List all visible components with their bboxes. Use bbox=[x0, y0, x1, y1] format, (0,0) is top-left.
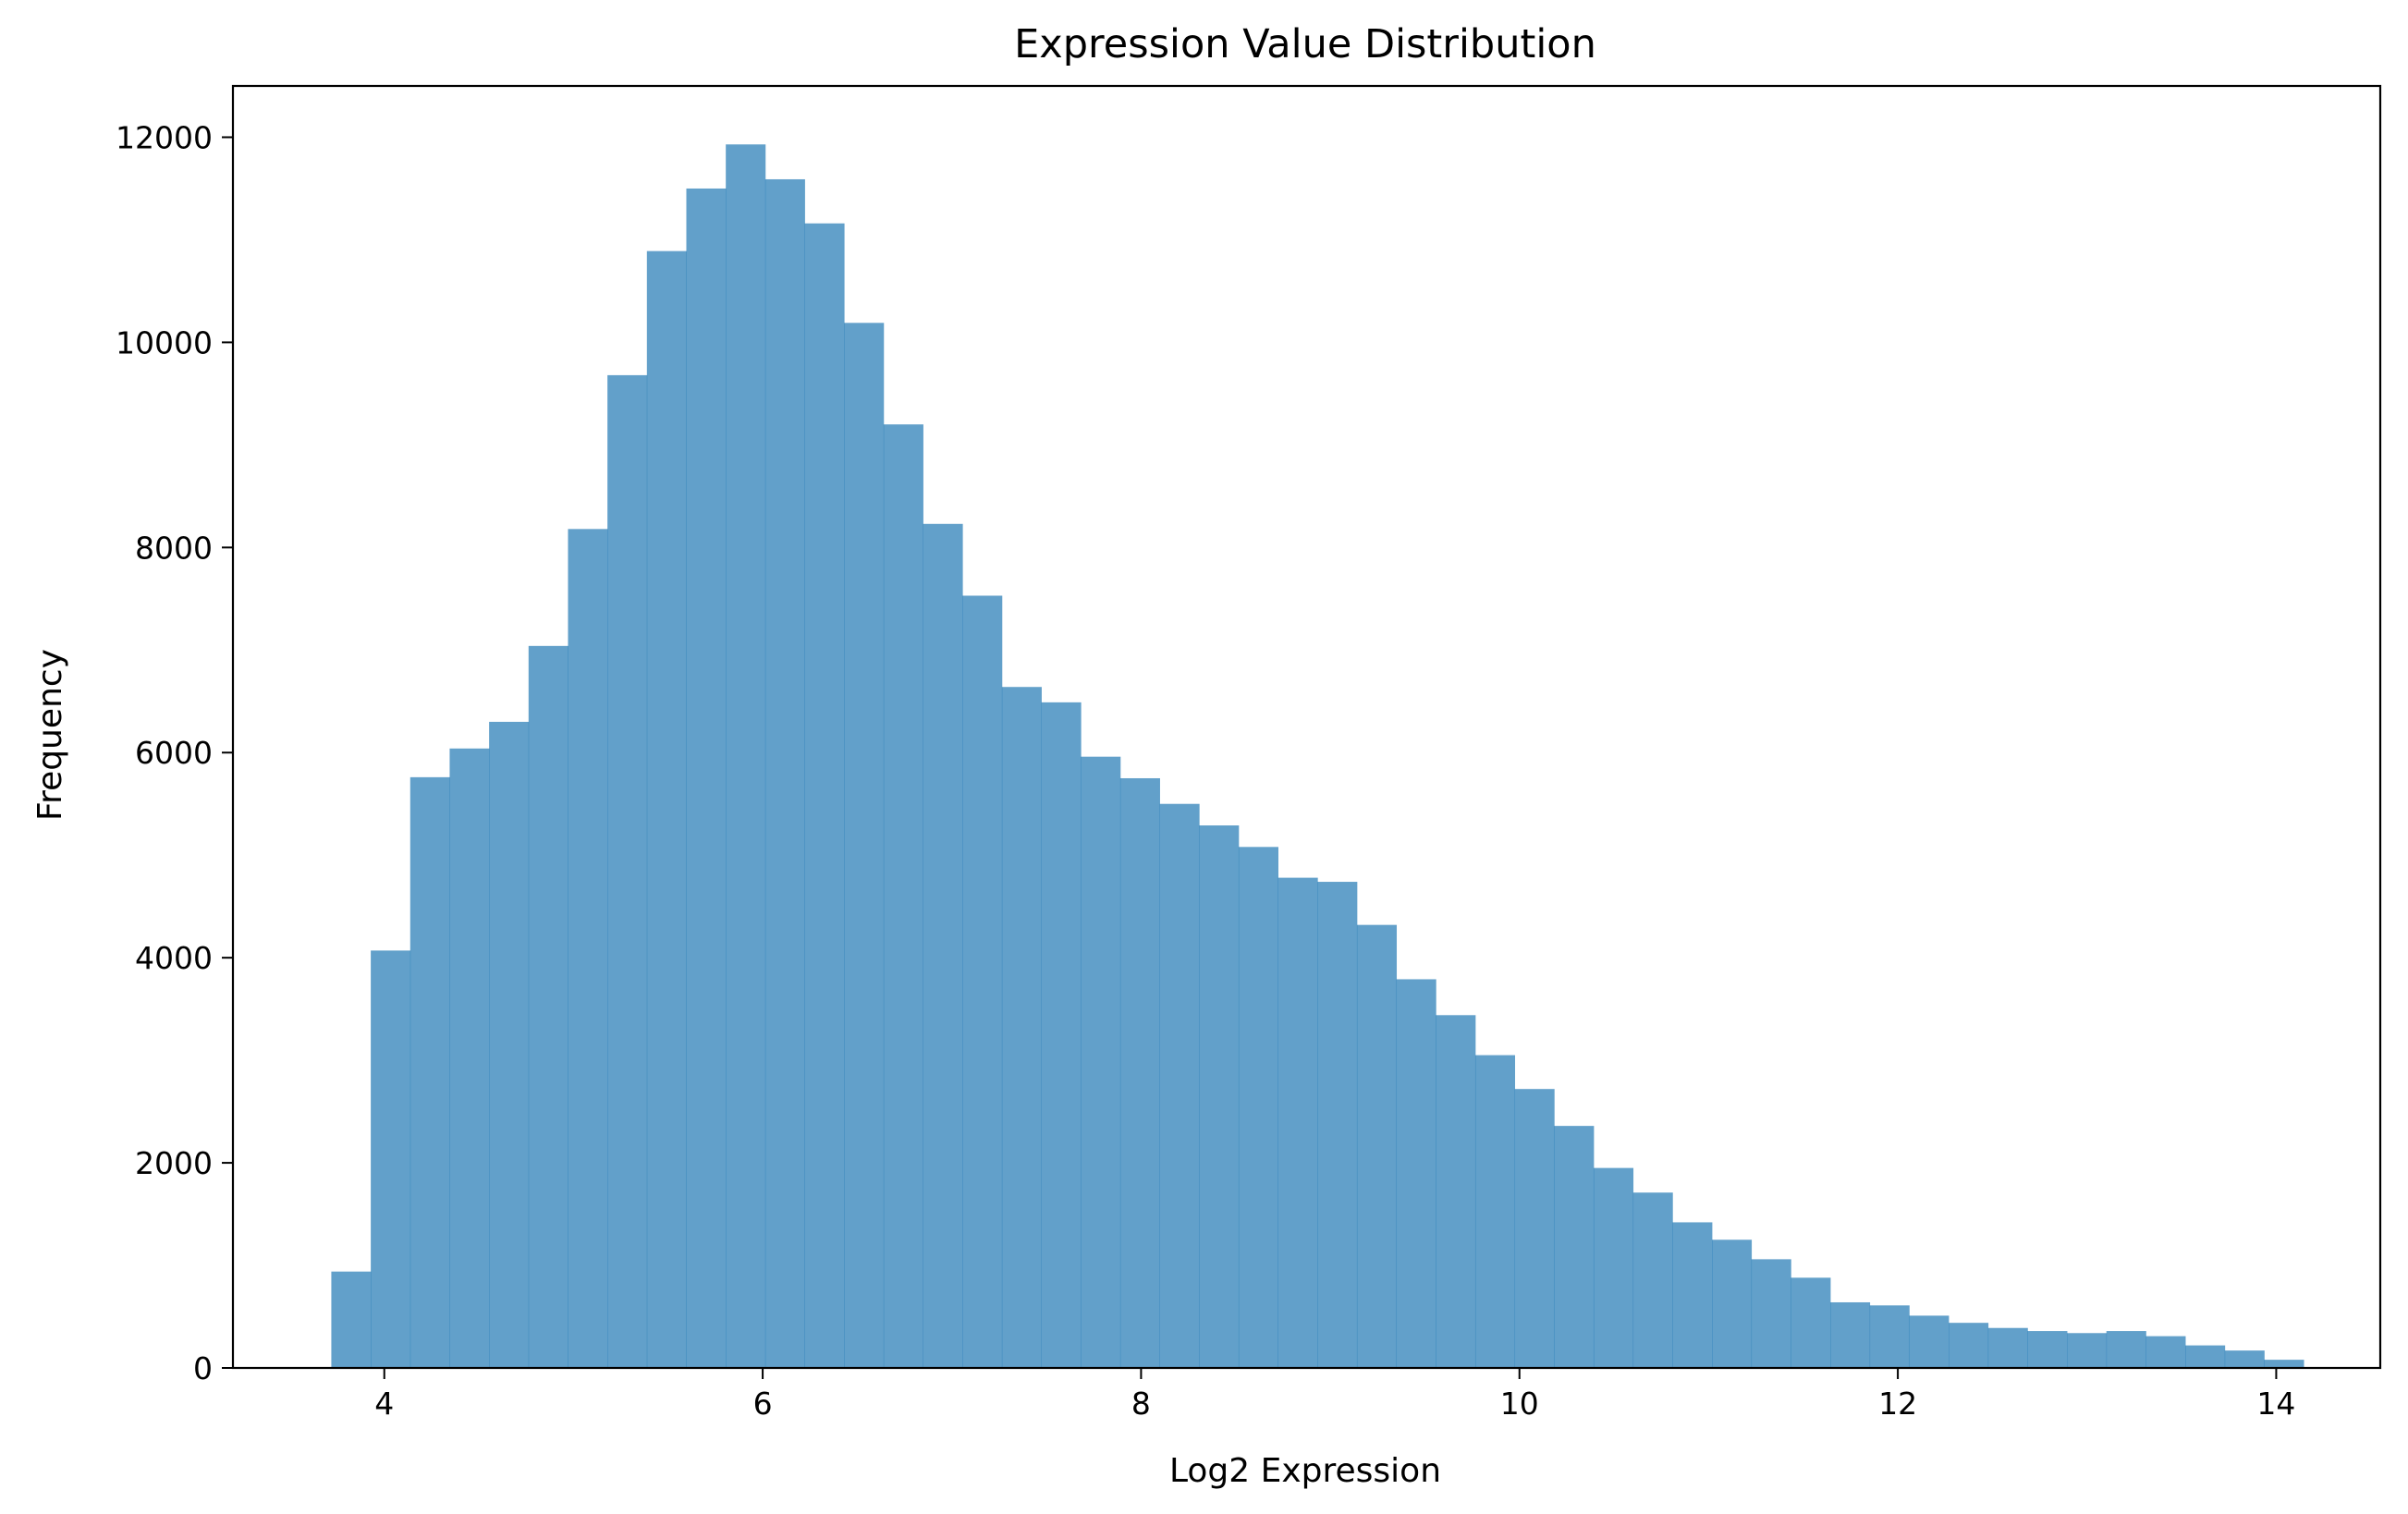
histogram-bars bbox=[331, 144, 2304, 1369]
histogram-bar bbox=[1909, 1315, 1950, 1368]
y-tick-label: 2000 bbox=[135, 1145, 213, 1181]
histogram-bar bbox=[489, 721, 530, 1368]
histogram-bar bbox=[2067, 1333, 2108, 1368]
histogram-bar bbox=[1672, 1222, 1713, 1368]
histogram-bar bbox=[1396, 979, 1436, 1368]
histogram-bar bbox=[1317, 882, 1358, 1368]
x-tick-label: 12 bbox=[1878, 1386, 1917, 1422]
histogram-bar bbox=[331, 1271, 372, 1368]
histogram-bar bbox=[1001, 687, 1042, 1368]
y-axis-ticks: 0 2000 4000 6000 8000 10000 12000 bbox=[116, 119, 233, 1386]
histogram-bar bbox=[371, 950, 411, 1368]
plot-frame bbox=[231, 84, 2382, 1370]
histogram-bar bbox=[1869, 1305, 1910, 1368]
x-tick-label: 6 bbox=[753, 1386, 773, 1422]
histogram-bar bbox=[568, 529, 608, 1368]
histogram-bar bbox=[1987, 1327, 2028, 1368]
histogram-bar bbox=[528, 645, 568, 1368]
histogram-bar bbox=[1436, 1015, 1476, 1368]
histogram-bar bbox=[686, 188, 727, 1369]
y-axis-label: Frequency bbox=[31, 649, 69, 821]
y-tick-label: 6000 bbox=[135, 735, 213, 771]
y-tick-label: 12000 bbox=[116, 119, 213, 155]
histogram-bar bbox=[1081, 756, 1121, 1368]
histogram-bar bbox=[1199, 825, 1240, 1368]
histogram-bar bbox=[1041, 702, 1082, 1368]
histogram-bar bbox=[726, 144, 766, 1368]
histogram-bar bbox=[1514, 1089, 1555, 1368]
histogram-bar bbox=[2106, 1331, 2146, 1368]
histogram-bar bbox=[1712, 1239, 1753, 1368]
x-tick-label: 4 bbox=[374, 1386, 394, 1422]
histogram-bar bbox=[2027, 1331, 2068, 1368]
y-tick-label: 4000 bbox=[135, 940, 213, 976]
histogram-bar bbox=[646, 250, 687, 1368]
histogram-bar bbox=[1791, 1277, 1831, 1368]
histogram-bar bbox=[1159, 803, 1200, 1368]
x-axis-label: Log2 Expression bbox=[1169, 1452, 1441, 1490]
histogram-bar bbox=[1474, 1055, 1516, 1368]
y-tick-label: 10000 bbox=[116, 324, 213, 360]
x-tick-label: 8 bbox=[1131, 1386, 1151, 1422]
histogram-bar bbox=[804, 223, 845, 1368]
histogram-bar bbox=[1356, 924, 1398, 1368]
histogram-bar bbox=[1593, 1167, 1634, 1368]
histogram-bar bbox=[449, 748, 490, 1368]
histogram-bar bbox=[1554, 1126, 1595, 1368]
y-tick-label: 8000 bbox=[135, 530, 213, 566]
histogram-bar bbox=[962, 595, 1003, 1368]
x-tick-label: 14 bbox=[2256, 1386, 2295, 1422]
y-tick-label: 0 bbox=[193, 1350, 213, 1386]
histogram-bar bbox=[607, 374, 648, 1368]
histogram-bar bbox=[1119, 777, 1160, 1368]
histogram-bar bbox=[1751, 1259, 1791, 1368]
histogram-bar bbox=[1277, 877, 1318, 1368]
histogram-bar bbox=[2224, 1350, 2265, 1368]
histogram-bar bbox=[764, 178, 805, 1368]
x-axis-ticks: 4 6 8 10 12 14 bbox=[374, 1368, 2295, 1422]
histogram-bar bbox=[1632, 1192, 1673, 1368]
histogram-bar bbox=[923, 523, 963, 1368]
histogram-bar bbox=[1830, 1301, 1871, 1368]
histogram-bar bbox=[1949, 1323, 1989, 1368]
chart-title: Expression Value Distribution bbox=[1014, 21, 1596, 67]
histogram-bar bbox=[2185, 1345, 2226, 1368]
x-tick-label: 10 bbox=[1500, 1386, 1539, 1422]
histogram-bar bbox=[1238, 847, 1278, 1368]
histogram-bar bbox=[2264, 1360, 2304, 1368]
histogram-bar bbox=[844, 323, 885, 1368]
histogram-bar bbox=[883, 424, 923, 1369]
histogram-bar bbox=[409, 776, 450, 1368]
histogram-bar bbox=[2145, 1336, 2186, 1368]
